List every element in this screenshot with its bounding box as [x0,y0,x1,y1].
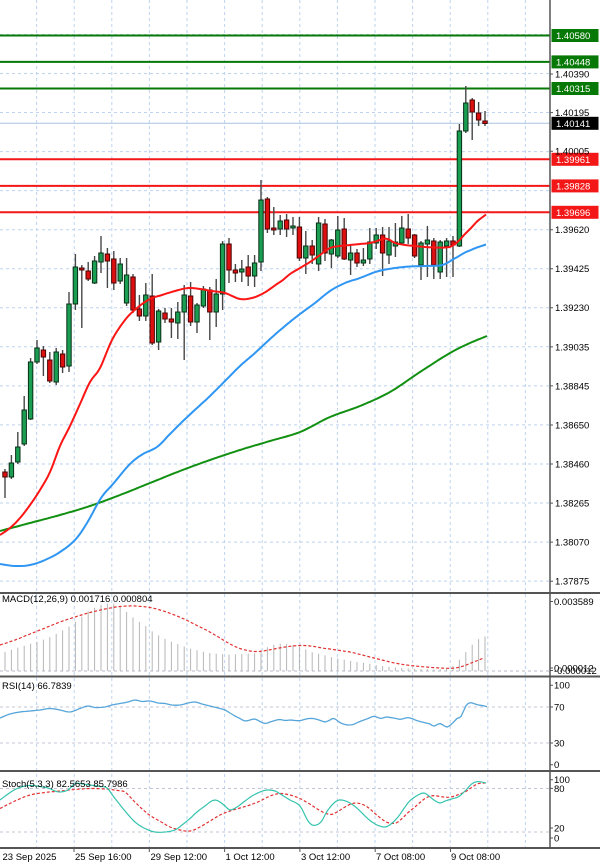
svg-text:1.40448: 1.40448 [556,58,590,69]
svg-text:MACD(12,26,9) 0.001716 0.00080: MACD(12,26,9) 0.001716 0.000804 [2,594,153,605]
svg-text:1.39425: 1.39425 [555,264,589,275]
svg-text:-0.000012: -0.000012 [554,666,597,677]
svg-text:1.38265: 1.38265 [555,499,589,510]
svg-text:25 Sep 16:00: 25 Sep 16:00 [75,852,132,863]
svg-text:1.39961: 1.39961 [556,155,590,166]
svg-text:1.40580: 1.40580 [556,31,590,42]
svg-text:Stoch(5,3,3) 82.5653 85.7986: Stoch(5,3,3) 82.5653 85.7986 [2,779,128,790]
svg-text:1.40195: 1.40195 [555,108,589,119]
svg-text:1.40315: 1.40315 [556,84,590,95]
svg-text:7 Oct 08:00: 7 Oct 08:00 [376,852,425,863]
svg-text:1.39620: 1.39620 [555,225,589,236]
svg-text:RSI(14) 66.7839: RSI(14) 66.7839 [2,681,72,692]
svg-text:1.39696: 1.39696 [556,208,590,219]
svg-text:29 Sep 12:00: 29 Sep 12:00 [151,852,208,863]
svg-text:1.39828: 1.39828 [556,182,590,193]
svg-text:0: 0 [554,760,559,771]
svg-text:30: 30 [554,738,565,749]
svg-text:1.38070: 1.38070 [555,538,589,549]
svg-text:1.39230: 1.39230 [555,303,589,314]
svg-text:80: 80 [554,784,565,795]
svg-text:1.38650: 1.38650 [555,420,589,431]
svg-text:0: 0 [554,833,559,844]
svg-text:9 Oct 08:00: 9 Oct 08:00 [451,852,500,863]
svg-text:0.000012: 0.000012 [554,663,594,674]
svg-text:100: 100 [554,681,570,692]
svg-text:0.003589: 0.003589 [554,597,594,608]
svg-text:1.40390: 1.40390 [555,69,589,80]
svg-text:70: 70 [554,702,565,713]
svg-text:1.39035: 1.39035 [555,342,589,353]
svg-text:20: 20 [554,823,565,834]
svg-text:1.38845: 1.38845 [555,381,589,392]
svg-text:100: 100 [554,775,570,786]
svg-text:1.40141: 1.40141 [556,119,590,130]
svg-text:1 Oct 12:00: 1 Oct 12:00 [226,852,275,863]
svg-text:1.40005: 1.40005 [555,147,589,158]
svg-text:3 Oct 12:00: 3 Oct 12:00 [301,852,350,863]
svg-text:23 Sep 2025: 23 Sep 2025 [3,852,57,863]
svg-text:1.37875: 1.37875 [555,577,589,588]
svg-text:1.38460: 1.38460 [555,459,589,470]
